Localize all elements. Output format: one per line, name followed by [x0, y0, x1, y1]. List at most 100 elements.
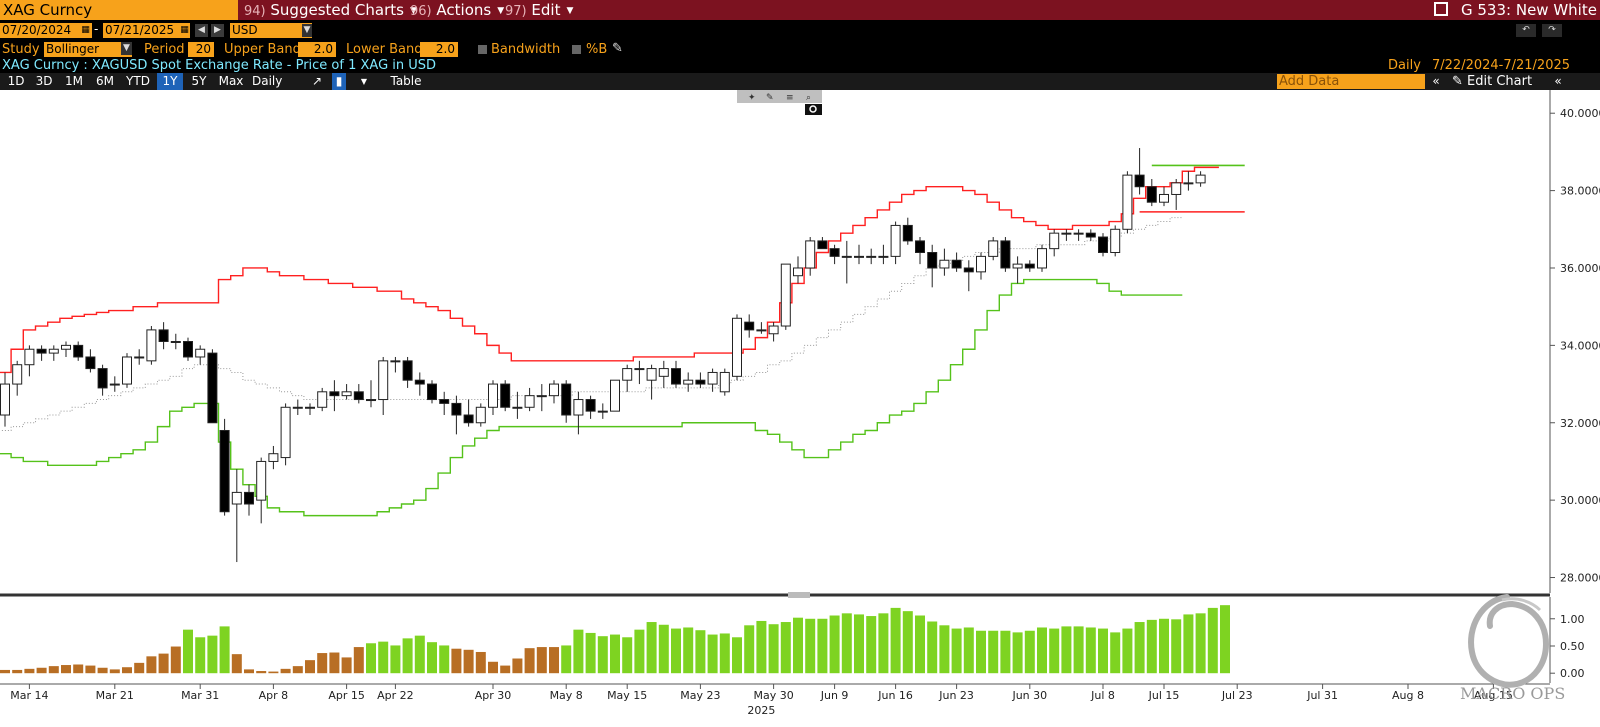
pctb-bar	[939, 625, 950, 674]
panel-resize-handle[interactable]	[788, 592, 810, 598]
upper-band-field[interactable]: 2.0	[298, 42, 336, 57]
pctb-bar	[549, 647, 559, 674]
candle-body	[268, 453, 279, 462]
line-chart-icon[interactable]: ↗	[311, 74, 323, 88]
pctb-bar	[390, 645, 401, 674]
calendar-icon[interactable]: ▦	[179, 24, 190, 37]
candle-chart-icon[interactable]: ▮	[332, 73, 346, 90]
candle	[695, 372, 706, 388]
candle-body	[585, 399, 596, 412]
candle	[1134, 148, 1145, 195]
add-data-input[interactable]: Add Data	[1277, 74, 1425, 89]
candle	[134, 349, 145, 365]
table-button[interactable]: Table	[390, 74, 422, 88]
calendar-icon[interactable]: ▦	[80, 24, 91, 37]
range-button-3d[interactable]: 3D	[35, 74, 53, 88]
candle-body	[195, 348, 206, 358]
chevron-down-icon: ▼	[566, 6, 574, 16]
period-select[interactable]: Daily ▼	[252, 73, 292, 105]
lower-band-field[interactable]: 2.0	[420, 42, 458, 57]
pctb-checkbox[interactable]	[572, 45, 581, 54]
pctb-bar	[768, 624, 779, 674]
pctb-bar	[854, 614, 864, 674]
candle	[390, 356, 401, 373]
pctb-bar	[366, 643, 376, 674]
candle	[829, 244, 840, 265]
actions-menu[interactable]: 96) Actions ▼	[410, 0, 504, 20]
range-button-6m[interactable]: 6M	[96, 74, 114, 88]
candle-body	[707, 371, 718, 385]
pctb-bar	[683, 627, 694, 674]
start-date-field[interactable]: 07/20/2024	[0, 23, 92, 38]
pctb-bar	[976, 630, 986, 674]
edit-chart-button[interactable]: ✎ Edit Chart	[1452, 73, 1532, 90]
candle	[219, 418, 230, 516]
next-arrow-icon[interactable]: ▶	[211, 24, 224, 37]
pctb-bar	[829, 615, 840, 674]
pctb-bar	[890, 607, 901, 674]
candle-body	[1061, 232, 1072, 235]
chevron-down-icon[interactable]: ▼	[121, 42, 132, 55]
candle	[48, 345, 59, 361]
candle	[902, 217, 913, 245]
price-panel	[0, 148, 1245, 563]
ticker-input[interactable]: XAG Curncy	[0, 0, 238, 20]
prev-arrow-icon[interactable]: ◀	[195, 24, 208, 37]
candle	[353, 384, 364, 404]
candle	[475, 403, 486, 427]
candle	[1122, 171, 1133, 234]
pencil-icon[interactable]: ✎	[612, 41, 623, 56]
settings-icon[interactable]	[809, 105, 817, 113]
undo-icon[interactable]: ↶	[1516, 24, 1536, 37]
range-button-ytd[interactable]: YTD	[126, 74, 150, 88]
x-tick-label: Jun 23	[938, 689, 974, 702]
candle-body	[305, 406, 315, 409]
security-description: XAG Curncy : XAGUSD Spot Exchange Rate -…	[2, 58, 437, 73]
study-select[interactable]: Bollinger	[44, 42, 132, 57]
chevron-down-icon[interactable]: ▼	[302, 24, 312, 37]
range-button-5y[interactable]: 5Y	[191, 74, 207, 88]
bandwidth-label: Bandwidth	[491, 42, 561, 57]
suggested-charts-menu[interactable]: 94) Suggested Charts ▼	[244, 0, 417, 20]
range-button-1m[interactable]: 1M	[65, 74, 83, 88]
zoom-icon[interactable]: ⌕	[806, 93, 811, 103]
price-tick-label: 28.0000	[1560, 572, 1600, 585]
pctb-bar	[1037, 627, 1047, 674]
candle-body	[219, 429, 230, 513]
frequency-label: Daily	[1388, 58, 1421, 73]
menu-number: 97)	[505, 4, 527, 19]
redo-icon[interactable]: ↷	[1542, 24, 1562, 37]
bandwidth-checkbox[interactable]	[478, 45, 487, 54]
price-tick-label: 34.0000	[1560, 339, 1600, 352]
pctb-bar	[305, 660, 315, 674]
candle	[1098, 233, 1108, 257]
chevron-down-icon[interactable]: ▼	[360, 77, 368, 86]
collapse-icon[interactable]: «	[1432, 74, 1440, 88]
range-button-1y[interactable]: 1Y	[157, 73, 183, 90]
crosshair-icon[interactable]: ✦	[748, 93, 756, 103]
security-info-bar: XAG Curncy : XAGUSD Spot Exchange Rate -…	[0, 58, 1600, 73]
collapse-icon[interactable]: «	[1554, 74, 1562, 88]
pctb-tick-label: 0.50	[1560, 640, 1585, 653]
end-date-field[interactable]: 07/21/2025	[103, 23, 190, 38]
pctb-bar	[719, 633, 730, 674]
currency-select[interactable]: USD	[230, 23, 312, 38]
candle	[610, 379, 620, 412]
candle-body	[1012, 263, 1023, 269]
pctb-bar	[36, 667, 47, 674]
candle-body	[475, 406, 486, 424]
candle-body	[805, 240, 816, 269]
pencil-icon[interactable]: ✎	[766, 93, 774, 103]
edit-menu[interactable]: 97) Edit ▼	[505, 0, 573, 20]
candle	[561, 380, 572, 423]
study-label: Study	[2, 42, 40, 57]
menu-icon[interactable]: ≡	[786, 93, 794, 103]
pctb-bar	[1220, 605, 1230, 674]
range-button-max[interactable]: Max	[218, 74, 244, 88]
candle	[256, 457, 267, 524]
launch-icon[interactable]	[1434, 2, 1448, 16]
candle-body	[976, 255, 986, 273]
period-field[interactable]: 20	[188, 42, 214, 57]
candle-body	[634, 368, 645, 371]
range-button-1d[interactable]: 1D	[7, 74, 25, 88]
